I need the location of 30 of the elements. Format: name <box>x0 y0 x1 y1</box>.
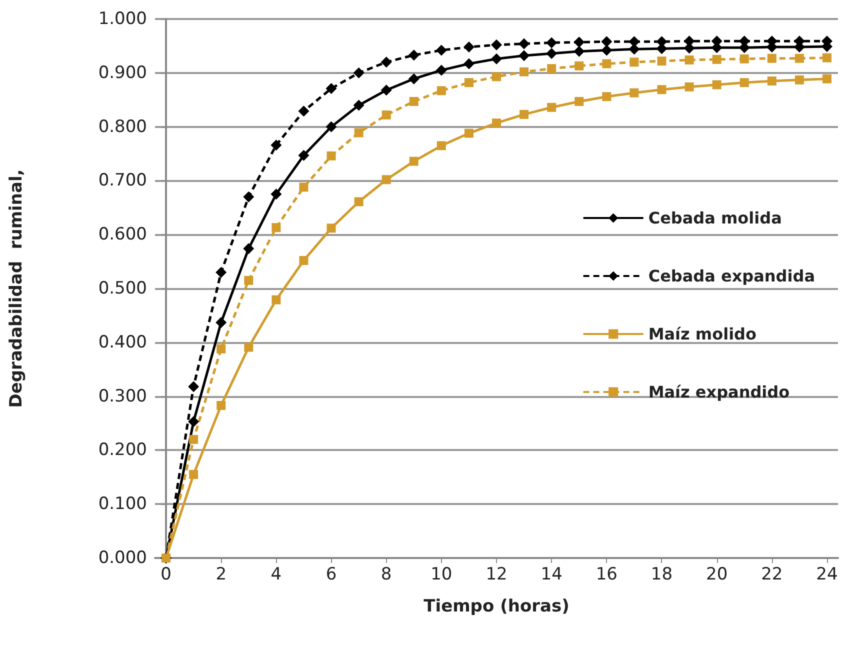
y-tick-label: 1.000 <box>98 9 147 29</box>
x-tick-label: 24 <box>816 564 838 584</box>
y-tick-label: 0.900 <box>98 62 147 83</box>
x-tick-label: 22 <box>761 564 783 584</box>
legend-label: Maíz expandido <box>648 382 790 402</box>
x-tick-label: 14 <box>540 564 562 584</box>
y-tick-label: 0.200 <box>98 440 147 460</box>
y-tick-label: 0.500 <box>98 278 147 298</box>
legend-label: Cebada molida <box>648 208 782 228</box>
x-tick-label: 2 <box>216 564 227 584</box>
legend-label: Cebada expandida <box>648 266 816 286</box>
legend-label: Maíz molido <box>648 324 757 344</box>
x-tick-label: 18 <box>650 564 673 584</box>
y-tick-label: 0.400 <box>98 332 147 352</box>
x-tick-label: 12 <box>486 564 508 584</box>
y-axis-title: Degradabilidad ruminal, <box>6 169 26 408</box>
y-tick-label: 0.600 <box>98 224 147 245</box>
x-tick-label: 20 <box>706 564 728 584</box>
x-axis-title: Tiempo (horas) <box>424 596 570 616</box>
y-tick-label: 0.700 <box>98 170 147 191</box>
x-tick-label: 4 <box>270 564 282 584</box>
y-tick-label: 0.800 <box>98 116 147 137</box>
x-tick-label: 8 <box>380 564 392 584</box>
x-tick-label: 0 <box>160 564 172 584</box>
x-tick-label: 6 <box>326 564 337 584</box>
x-tick-label: 10 <box>430 564 452 584</box>
y-tick-label: 0.300 <box>98 386 147 406</box>
x-tick-label: 16 <box>596 564 618 584</box>
y-tick-label: 0.000 <box>98 548 147 568</box>
y-tick-label: 0.100 <box>98 494 147 514</box>
